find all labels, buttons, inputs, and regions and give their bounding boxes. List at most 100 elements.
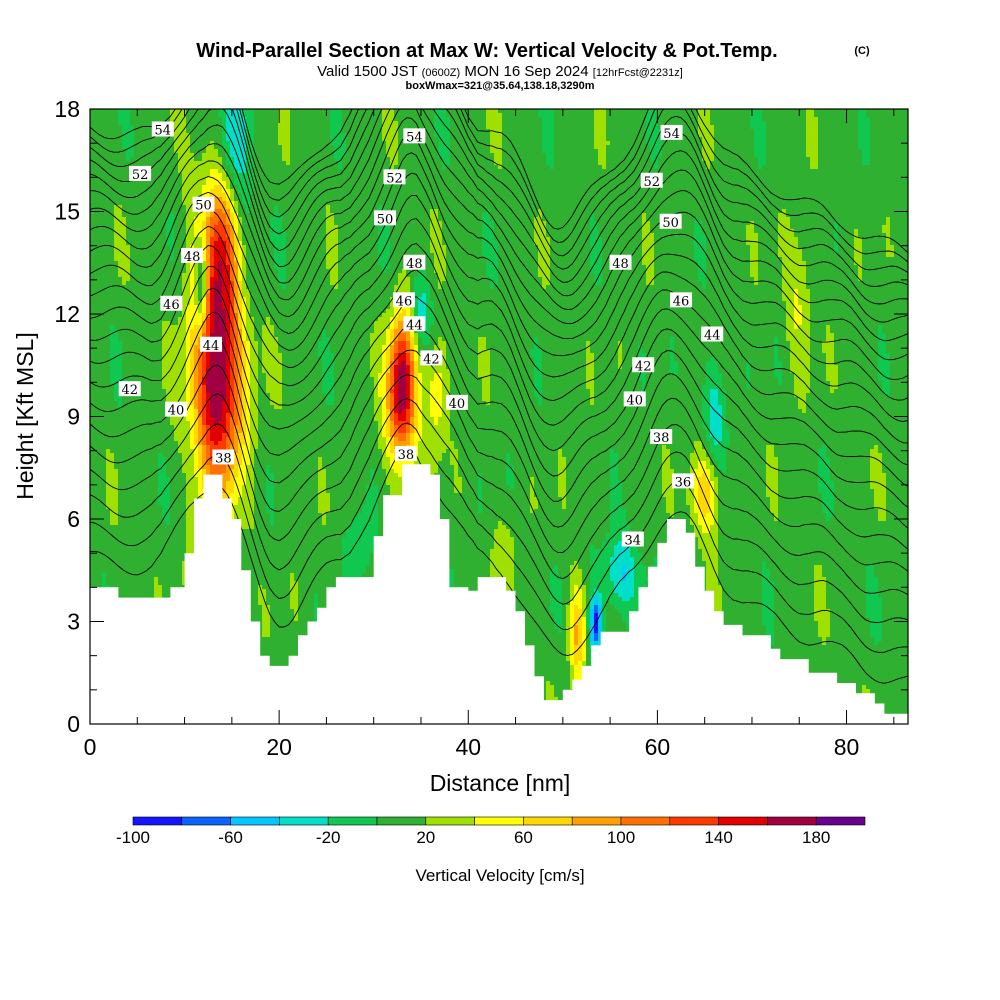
velocity-cell [586,197,591,202]
velocity-cell [510,129,515,134]
velocity-cell [322,121,327,126]
velocity-cell [238,113,243,118]
velocity-cell [190,189,195,194]
velocity-cell [106,205,111,210]
velocity-cell [742,189,747,194]
velocity-cell [130,133,135,138]
velocity-cell [698,145,703,150]
velocity-cell [454,153,459,158]
velocity-cell [390,185,395,190]
velocity-cell [466,141,471,146]
velocity-cell [594,133,599,138]
velocity-cell [494,117,499,122]
velocity-cell [290,165,295,170]
velocity-cell [514,181,519,186]
velocity-cell [906,149,908,154]
velocity-cell [498,189,503,194]
velocity-cell [606,109,611,114]
velocity-cell [354,137,359,142]
velocity-cell [742,125,747,130]
velocity-cell [770,201,775,206]
velocity-cell [582,145,587,150]
velocity-cell [466,201,471,206]
velocity-cell [682,137,687,142]
velocity-cell [774,173,779,178]
velocity-cell [778,165,783,170]
velocity-cell [522,141,527,146]
velocity-cell [458,109,463,114]
velocity-cell [222,205,227,210]
velocity-cell [298,169,303,174]
velocity-cell [274,129,279,134]
velocity-cell [510,109,515,114]
velocity-cell [666,145,671,150]
velocity-cell [858,145,863,150]
velocity-cell [886,153,891,158]
velocity-cell [218,133,223,138]
velocity-cell [734,169,739,174]
velocity-cell [834,157,839,162]
velocity-cell [662,157,667,162]
velocity-cell [166,205,171,210]
velocity-cell [818,165,823,170]
velocity-cell [814,149,819,154]
velocity-cell [878,121,883,126]
velocity-cell [506,125,511,130]
velocity-cell [502,177,507,182]
velocity-cell [302,125,307,130]
velocity-cell [282,197,287,202]
velocity-cell [642,141,647,146]
velocity-cell [454,129,459,134]
velocity-cell [106,137,111,142]
velocity-cell [202,177,207,182]
velocity-cell [226,181,231,186]
velocity-cell [486,177,491,182]
velocity-cell [154,137,159,142]
velocity-cell [278,161,283,166]
velocity-cell [482,113,487,118]
velocity-cell [746,165,751,170]
velocity-cell [382,129,387,134]
velocity-cell [430,201,435,206]
velocity-cell [746,113,751,118]
velocity-cell [458,149,463,154]
velocity-cell [490,165,495,170]
velocity-cell [278,129,283,134]
velocity-cell [858,129,863,134]
velocity-cell [174,189,179,194]
velocity-cell [746,161,751,166]
velocity-cell [818,141,823,146]
velocity-cell [374,141,379,146]
velocity-cell [774,113,779,118]
velocity-cell [414,181,419,186]
velocity-cell [322,193,327,198]
velocity-cell [346,129,351,134]
velocity-cell [814,161,819,166]
velocity-cell [538,169,543,174]
velocity-cell [194,189,199,194]
velocity-cell [650,109,655,114]
velocity-cell [130,145,135,150]
velocity-cell [750,165,755,170]
velocity-cell [526,117,531,122]
velocity-cell [330,169,335,174]
velocity-cell [726,177,731,182]
velocity-cell [210,125,215,130]
velocity-cell [478,165,483,170]
velocity-cell [314,193,319,198]
velocity-cell [906,173,908,178]
velocity-cell [90,205,95,210]
velocity-cell [842,121,847,126]
velocity-cell [626,181,631,186]
velocity-cell [870,129,875,134]
velocity-cell [602,117,607,122]
velocity-cell [286,201,291,206]
velocity-cell [490,125,495,130]
velocity-cell [490,177,495,182]
velocity-cell [658,189,663,194]
velocity-cell [242,177,247,182]
velocity-cell [106,149,111,154]
velocity-cell [138,189,143,194]
velocity-cell [582,169,587,174]
velocity-cell [402,153,407,158]
